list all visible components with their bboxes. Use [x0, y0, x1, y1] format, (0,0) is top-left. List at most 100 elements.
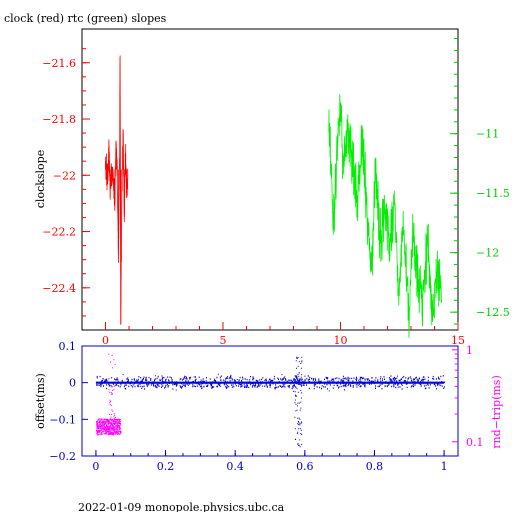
rnd-trip-point	[101, 431, 103, 433]
rnd-trip-point	[114, 419, 116, 421]
rnd-trip-point	[108, 353, 110, 355]
rnd-trip-point	[104, 420, 106, 422]
rnd-trip-point	[118, 430, 120, 432]
rnd-trip-point	[96, 432, 98, 434]
rnd-trip-point	[115, 418, 117, 420]
rnd-trip-point	[109, 422, 111, 424]
rnd-trip-point	[105, 426, 107, 428]
rnd-trip-point	[113, 426, 115, 428]
rnd-trip-point	[96, 424, 98, 426]
rnd-trip-point	[96, 425, 98, 426]
rnd-trip-point	[114, 431, 116, 433]
rnd-trip-point	[111, 419, 113, 421]
rnd-trip-point	[100, 434, 102, 436]
rnd-trip-point	[96, 421, 97, 423]
bottom-plot-frame	[81, 345, 459, 457]
rnd-trip-point	[120, 424, 122, 426]
rnd-trip-point	[114, 432, 116, 434]
rnd-trip-point	[109, 433, 111, 435]
rnd-trip-point	[117, 425, 119, 427]
rnd-trip-point	[115, 433, 117, 435]
rnd-trip-point	[108, 427, 110, 429]
rnd-trip-point	[113, 428, 115, 429]
rnd-trip-point	[107, 424, 109, 426]
rnd-trip-point	[96, 422, 98, 423]
rnd-trip-point	[116, 425, 118, 427]
rnd-trip-point	[98, 423, 100, 425]
rnd-trip-point	[104, 428, 105, 429]
rnd-trip-point	[111, 433, 113, 435]
rnd-trip-point	[113, 413, 115, 415]
y-tick-label: −22.2	[42, 226, 76, 239]
rnd-trip-point	[100, 430, 102, 432]
rnd-trip-point	[112, 428, 114, 430]
rnd-trip-point	[103, 425, 105, 427]
rnd-trip-point	[110, 361, 112, 363]
rnd-trip-point	[105, 423, 107, 425]
rnd-trip-point	[106, 420, 108, 421]
rnd-trip-point	[100, 425, 102, 427]
rnd-trip-point	[117, 419, 119, 421]
rnd-trip-point	[101, 419, 103, 421]
rnd-trip-point	[111, 421, 113, 423]
rnd-trip-point	[97, 434, 98, 436]
rnd-trip-point	[118, 422, 120, 424]
offset-spike	[294, 356, 303, 448]
rnd-trip-axis-label: rnd−trip(ms)	[490, 375, 503, 449]
rnd-trip-point	[117, 431, 119, 433]
rnd-trip-point	[118, 428, 120, 430]
rnd-trip-point	[110, 418, 112, 420]
rnd-trip-point	[112, 419, 114, 421]
rnd-trip-point	[112, 429, 114, 431]
rnd-trip-point	[111, 428, 113, 430]
x-tick-label: 0.4	[226, 460, 244, 473]
rnd-trip-point	[118, 432, 119, 434]
rnd-trip-point	[111, 427, 113, 429]
rnd-trip-point	[112, 421, 114, 423]
rnd-trip-point	[115, 428, 117, 430]
rnd-trip-point	[98, 430, 100, 432]
y-axis-label: clockslope	[34, 150, 47, 208]
rnd-trip-point	[116, 423, 118, 425]
rnd-trip-point	[97, 426, 99, 428]
rnd-trip-point	[113, 388, 115, 390]
rnd-trip-point	[103, 429, 105, 431]
x-tick-label: 1	[441, 460, 448, 473]
rnd-trip-point	[109, 425, 111, 427]
x-tick-label: 0.6	[296, 460, 314, 473]
rnd-trip-point	[110, 433, 111, 434]
rnd-trip-point	[106, 424, 108, 426]
rnd-trip-point	[101, 421, 102, 423]
rnd-trip-point	[111, 393, 113, 395]
rnd-trip-point	[106, 431, 107, 433]
rnd-trip-point	[107, 429, 109, 431]
rnd-trip-series	[96, 353, 122, 436]
rnd-trip-point	[102, 426, 104, 428]
rnd-trip-point	[113, 432, 115, 434]
rnd-trip-point	[107, 433, 109, 435]
rnd-trip-point	[118, 425, 120, 427]
rnd-trip-point	[111, 414, 113, 415]
rnd-trip-point	[111, 386, 113, 388]
rnd-trip-point	[99, 422, 100, 424]
rnd-trip-point	[109, 432, 111, 434]
rtc-series	[328, 94, 442, 338]
rnd-trip-point	[114, 429, 116, 431]
rnd-trip-point	[112, 367, 114, 369]
rnd-trip-point	[109, 426, 111, 428]
rnd-trip-point	[110, 424, 112, 426]
rnd-trip-point	[96, 429, 97, 431]
rnd-trip-point	[114, 422, 116, 424]
rnd-trip-point	[104, 422, 106, 424]
rnd-trip-point	[96, 422, 98, 424]
rnd-trip-point	[111, 429, 113, 431]
rnd-trip-point	[102, 422, 104, 423]
rnd-trip-point	[115, 419, 117, 421]
rnd-trip-point	[96, 421, 98, 423]
rnd-trip-point	[109, 423, 111, 425]
x-tick-label: 10	[334, 334, 348, 347]
rnd-trip-point	[110, 430, 112, 432]
rnd-trip-point	[103, 422, 104, 424]
rnd-trip-point	[112, 432, 114, 434]
